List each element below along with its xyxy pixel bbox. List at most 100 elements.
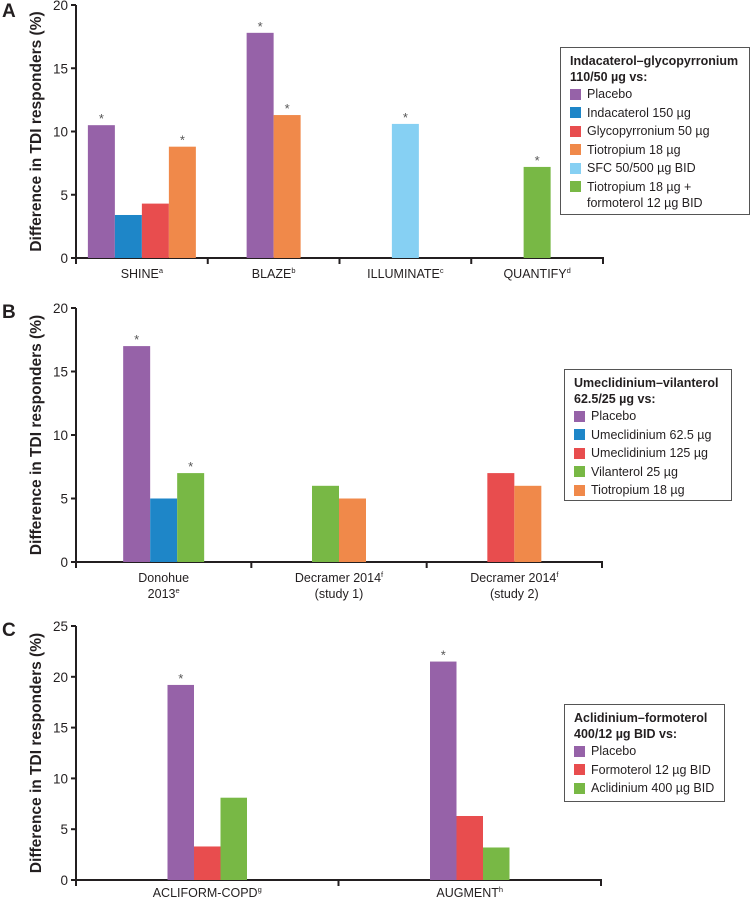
y-axis-label: Difference in TDI responders (%) — [28, 633, 45, 873]
legend-item: Tiotropium 18 µg — [574, 481, 723, 500]
x-category-label: ACLIFORM-COPDg — [153, 885, 262, 900]
legend-swatch — [574, 466, 585, 477]
legend-item: Glycopyrronium 50 µg — [570, 122, 741, 141]
y-tick-label: 20 — [53, 301, 68, 316]
y-tick-label: 20 — [53, 0, 68, 13]
panel-c: C Difference in TDI responders (%) 0 5 10 15 2… — [2, 619, 602, 900]
significance-asterisk: * — [180, 133, 185, 148]
x-category-label: Decramer 2014f (study 1) — [295, 570, 384, 601]
legend-swatch — [574, 745, 585, 757]
bar-a-0-indacaterol — [114, 214, 142, 258]
legend-label: Indacaterol 150 µg — [587, 105, 691, 120]
legend-title: Indacaterol–glycopyrronium 110/50 µg vs: — [570, 54, 739, 84]
panel-letter: A — [2, 1, 16, 22]
legend-label: Tiotropium 18 µg — [591, 483, 685, 497]
x-category-label: Donohue 2013e — [138, 571, 189, 601]
panel-b: B Difference in TDI responders (%) 0 5 10 15 2… — [2, 301, 603, 601]
y-tick-label: 10 — [53, 771, 68, 786]
y-tick-label: 5 — [60, 188, 68, 203]
x-category-label: SHINEa — [121, 266, 164, 281]
bar-b-2-umeclidinium — [487, 473, 515, 562]
panel-letter: B — [2, 302, 16, 323]
significance-asterisk: * — [188, 459, 193, 474]
y-axis-label: Difference in TDI responders (%) — [28, 315, 45, 555]
x-category-label: ILLUMINATEc — [367, 266, 444, 281]
x-category-label: Decramer 2014f (study 2) — [470, 570, 559, 601]
legend-swatch — [570, 144, 581, 155]
legend-panel-a: Indacaterol–glycopyrronium 110/50 µg vs:… — [560, 47, 750, 215]
bar-a-1-placebo — [246, 32, 274, 258]
y-tick-label: 10 — [53, 125, 68, 140]
legend-swatch — [570, 181, 581, 192]
y-tick-label: 15 — [53, 61, 68, 76]
legend-label: Glycopyrronium 50 µg — [587, 124, 710, 138]
legend-swatch — [574, 410, 585, 422]
significance-asterisk: * — [535, 153, 540, 168]
legend-item: Placebo — [574, 407, 723, 426]
legend-label: Placebo — [591, 744, 637, 758]
bar-c-0-aclidinium — [220, 797, 247, 880]
bar-a-1-tiotropium — [273, 115, 301, 259]
y-tick-label: 15 — [53, 721, 68, 736]
y-tick-label: 15 — [53, 365, 68, 380]
legend-label: Formoterol 12 µg BID — [591, 762, 711, 777]
legend-item: SFC 50/500 µg BID — [570, 159, 741, 178]
legend-swatch — [570, 125, 581, 137]
x-category-label: AUGMENTh — [436, 885, 503, 900]
bar-a-0-glycopyrronium — [141, 203, 169, 258]
significance-asterisk: * — [441, 648, 446, 663]
legend-title: Aclidinium–formoterol 400/12 µg BID vs: — [574, 711, 708, 741]
y-tick-label: 0 — [60, 873, 68, 888]
bar-b-0-umeclidinium — [150, 498, 178, 562]
bar-c-1-placebo — [430, 661, 457, 880]
y-tick-label: 10 — [53, 428, 68, 443]
legend-swatch — [570, 162, 581, 174]
bar-b-1-tiotropium — [339, 498, 366, 562]
legend-item: Indacaterol 150 µg — [570, 104, 741, 123]
y-tick-label: 5 — [60, 492, 68, 507]
significance-asterisk: * — [134, 332, 139, 347]
y-tick-label: 5 — [60, 822, 68, 837]
bar-a-0-tiotropium — [168, 146, 196, 258]
y-tick-label: 0 — [60, 251, 68, 266]
legend-item: Tiotropium 18 µg — [570, 141, 741, 160]
y-axis-label: Difference in TDI responders (%) — [28, 11, 45, 251]
legend-label: Placebo — [591, 409, 637, 423]
legend-label: Umeclidinium 62.5 µg — [591, 427, 712, 442]
panel-letter: C — [2, 620, 16, 641]
legend-item: Tiotropium 18 µg + formoterol 12 µg BID — [570, 178, 741, 213]
legend-swatch — [574, 447, 585, 459]
legend-panel-c: Aclidinium–formoterol 400/12 µg BID vs: P… — [564, 704, 725, 802]
legend-label: Vilanterol 25 µg — [591, 464, 678, 479]
legend-title: Umeclidinium–vilanterol 62.5/25 µg vs: — [574, 376, 719, 406]
legend-item: Vilanterol 25 µg — [574, 463, 723, 482]
y-tick-label: 25 — [53, 619, 68, 634]
legend-item: Placebo — [574, 742, 716, 761]
bar-c-0-formoterol — [194, 846, 221, 880]
legend-item: Aclidinium 400 µg BID — [574, 779, 716, 798]
bar-a-2-sfc — [391, 123, 419, 258]
x-category-label: BLAZEb — [252, 266, 296, 281]
legend-swatch — [574, 429, 585, 440]
bar-c-1-aclidinium — [483, 847, 510, 880]
legend-label: SFC 50/500 µg BID — [587, 161, 696, 175]
significance-asterisk: * — [258, 19, 263, 34]
legend-item: Placebo — [570, 85, 741, 104]
legend-swatch — [574, 764, 585, 775]
significance-asterisk: * — [99, 111, 104, 126]
y-tick-label: 0 — [60, 555, 68, 570]
panel-a: A Difference in TDI responders (%) 0 5 10 15 2… — [2, 0, 604, 281]
y-tick-label: 20 — [53, 670, 68, 685]
x-category-label: QUANTIFYd — [503, 266, 570, 281]
legend-item: Formoterol 12 µg BID — [574, 761, 716, 780]
legend-swatch — [570, 107, 581, 118]
bar-a-3-tiotropium — [523, 166, 551, 258]
legend-swatch — [574, 484, 585, 496]
bar-b-1-vilanterol — [312, 485, 339, 562]
legend-panel-b: Umeclidinium–vilanterol 62.5/25 µg vs: Pl… — [564, 369, 732, 501]
bar-b-2-tiotropium — [514, 485, 542, 562]
legend-label: Umeclidinium 125 µg — [591, 446, 708, 460]
legend-label: Placebo — [587, 87, 633, 101]
bar-b-0-vilanterol — [177, 473, 205, 562]
